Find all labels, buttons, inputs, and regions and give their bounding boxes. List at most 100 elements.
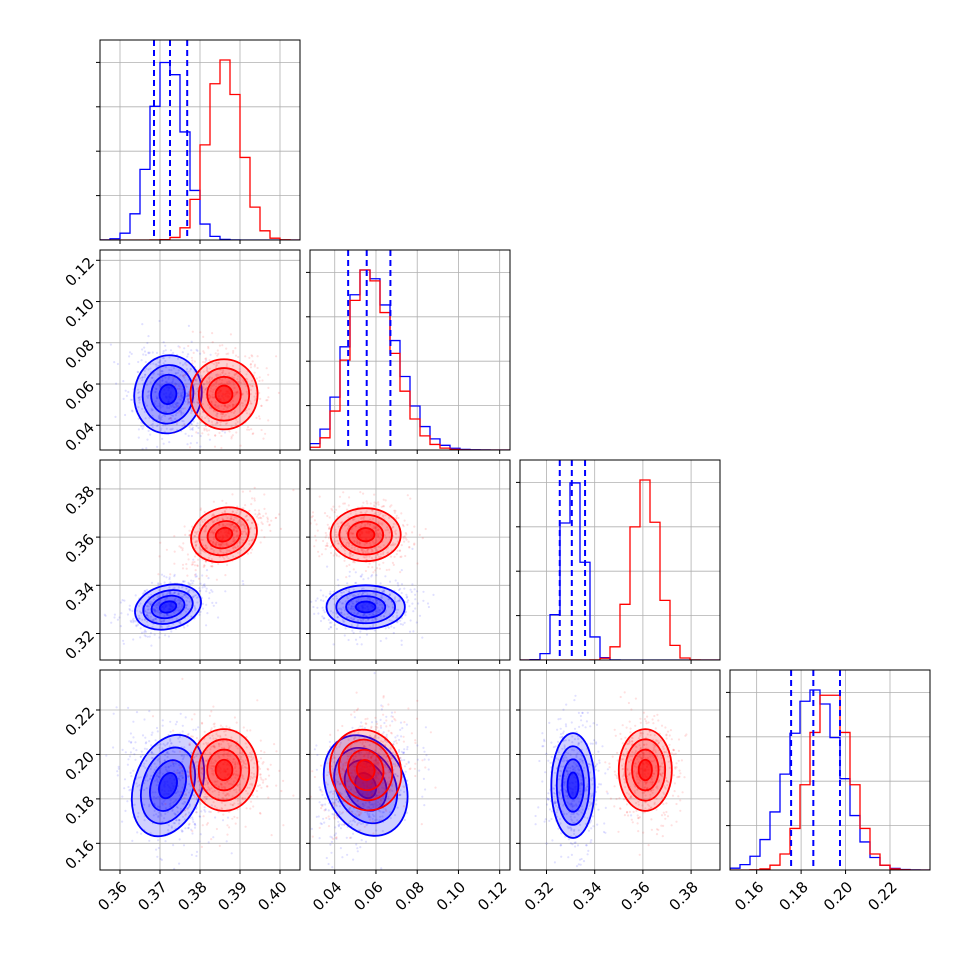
scatter-point	[366, 597, 369, 600]
scatter-point	[186, 443, 189, 446]
scatter-point	[210, 765, 213, 768]
scatter-point	[141, 618, 144, 621]
scatter-point	[353, 765, 356, 768]
scatter-point	[149, 774, 152, 778]
scatter-point	[350, 713, 353, 716]
scatter-point	[211, 531, 214, 534]
scatter-point	[219, 736, 222, 739]
scatter-point	[150, 376, 154, 379]
scatter-point	[143, 590, 146, 593]
scatter-point	[206, 781, 209, 784]
scatter-point	[141, 323, 144, 326]
scatter-point	[204, 544, 207, 547]
scatter-point	[128, 755, 132, 758]
scatter-point	[386, 528, 389, 532]
scatter-point	[380, 533, 383, 536]
scatter-point	[241, 532, 244, 536]
scatter-point	[204, 796, 207, 799]
scatter-point	[231, 434, 234, 437]
contour-line	[158, 383, 178, 405]
scatter-point	[164, 812, 167, 816]
contour-line	[158, 771, 178, 800]
scatter-point	[155, 766, 158, 769]
scatter-point	[336, 578, 339, 581]
scatter-point	[200, 766, 203, 769]
scatter-point	[187, 401, 190, 404]
scatter-point	[343, 770, 346, 773]
scatter-point	[363, 614, 366, 617]
scatter-point	[338, 495, 342, 498]
scatter-point	[371, 566, 374, 569]
scatter-point	[367, 565, 370, 569]
scatter-point	[412, 610, 415, 613]
scatter-point	[241, 490, 244, 493]
scatter-point	[165, 576, 168, 579]
scatter-point	[158, 402, 161, 405]
scatter-point	[168, 586, 171, 589]
scatter-point	[233, 386, 236, 389]
scatter-point	[370, 756, 373, 759]
scatter-point	[268, 523, 271, 526]
scatter-point	[249, 366, 253, 369]
scatter-point	[246, 729, 249, 732]
scatter-point	[396, 806, 399, 809]
scatter-point	[137, 776, 140, 779]
scatter-point	[209, 767, 212, 770]
scatter-point	[332, 554, 335, 557]
scatter-point	[327, 627, 330, 631]
scatter-point	[402, 537, 405, 540]
scatter-point	[334, 536, 338, 539]
scatter-point	[385, 604, 388, 607]
scatter-point	[195, 380, 198, 383]
scatter-point	[219, 543, 222, 546]
scatter-point	[362, 556, 365, 559]
contour-line	[197, 738, 251, 802]
scatter-point	[340, 545, 343, 549]
scatter-point	[232, 405, 235, 408]
scatter-point	[202, 411, 205, 414]
scatter-point	[374, 774, 377, 777]
scatter-point	[360, 511, 363, 514]
scatter-point	[331, 509, 334, 512]
scatter-point	[138, 604, 141, 608]
scatter-point	[216, 354, 219, 357]
scatter-point	[149, 832, 152, 835]
scatter-point	[156, 602, 159, 605]
scatter-point	[177, 376, 181, 379]
scatter-point	[119, 601, 122, 604]
scatter-point	[251, 360, 254, 363]
scatter-point	[148, 600, 151, 603]
scatter-point	[261, 379, 264, 382]
scatter-point	[385, 725, 388, 728]
scatter-point	[214, 361, 218, 364]
scatter-point	[388, 531, 391, 534]
histogram-series	[520, 482, 720, 660]
scatter-point	[181, 549, 184, 552]
scatter-point	[249, 807, 252, 810]
scatter-point	[122, 380, 125, 383]
scatter-point	[186, 398, 189, 401]
scatter-point	[199, 508, 202, 512]
scatter-point	[180, 754, 183, 757]
scatter-point	[220, 404, 223, 408]
scatter-point	[358, 636, 362, 639]
scatter-point	[367, 618, 370, 621]
scatter-point	[181, 351, 184, 354]
scatter-point	[378, 600, 382, 604]
scatter-point	[145, 404, 149, 407]
scatter-point	[121, 748, 124, 752]
scatter-point	[416, 590, 419, 593]
scatter-point	[146, 396, 149, 399]
scatter-point	[368, 812, 371, 816]
scatter-point	[347, 545, 351, 548]
scatter-point	[393, 773, 396, 776]
scatter-point	[373, 736, 376, 739]
scatter-point	[234, 822, 237, 825]
scatter-point	[406, 523, 409, 526]
scatter-point	[167, 752, 170, 755]
scatter-point	[174, 759, 177, 762]
scatter-point	[359, 846, 362, 849]
scatter-point	[183, 362, 186, 365]
scatter-point	[193, 360, 196, 363]
scatter-point	[213, 746, 216, 749]
